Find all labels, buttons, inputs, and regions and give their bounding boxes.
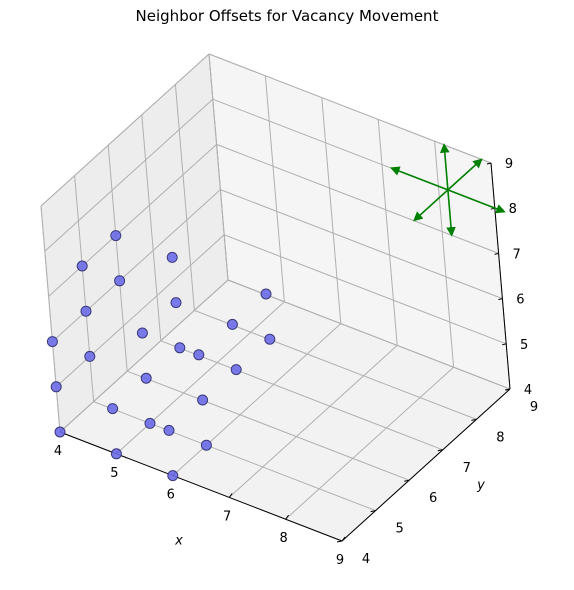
left-grid-y bbox=[208, 53, 229, 281]
y-tick bbox=[471, 418, 477, 421]
y-axis-line bbox=[341, 388, 511, 542]
x-tick-label: 5 bbox=[110, 466, 118, 481]
data-point bbox=[80, 305, 92, 317]
data-point bbox=[136, 327, 148, 339]
data-point bbox=[107, 403, 119, 415]
left-grid-y bbox=[40, 205, 61, 433]
data-point bbox=[260, 288, 272, 300]
data-point bbox=[50, 381, 62, 393]
left-grid-y bbox=[107, 145, 128, 372]
z-tick-label: 7 bbox=[512, 247, 520, 262]
data-points bbox=[46, 230, 276, 482]
back-wall-pane bbox=[209, 54, 510, 389]
left-grid-z bbox=[48, 144, 217, 297]
floor-grid-x bbox=[172, 323, 342, 476]
z-tick-label: 4 bbox=[524, 383, 532, 398]
axes: 4 5 6 7 8 9 x 4 5 6 7 8 9 y 4 5 6 7 8 9 bbox=[54, 157, 538, 568]
offset-arrow bbox=[413, 189, 449, 222]
x-axis-label: x bbox=[174, 534, 183, 549]
floor-grid-y bbox=[160, 340, 443, 451]
left-grid-z bbox=[40, 53, 210, 207]
data-point bbox=[226, 318, 238, 330]
data-point bbox=[193, 349, 205, 361]
data-point bbox=[46, 336, 58, 348]
data-point bbox=[84, 350, 96, 362]
z-tick bbox=[494, 252, 499, 255]
back-grid-z bbox=[224, 234, 507, 345]
y-tick bbox=[336, 540, 343, 543]
z-tick-label: 5 bbox=[520, 338, 528, 353]
data-point bbox=[174, 342, 186, 354]
back-grid-z bbox=[220, 189, 503, 300]
data-point bbox=[163, 424, 175, 436]
z-tick-label: 6 bbox=[516, 293, 524, 308]
floor-grid-y bbox=[127, 370, 410, 481]
offset-arrow bbox=[446, 189, 456, 237]
x-axis-line bbox=[59, 431, 343, 542]
data-point bbox=[140, 372, 152, 384]
offset-arrow bbox=[390, 166, 449, 191]
data-point bbox=[230, 364, 242, 376]
y-tick-label: 5 bbox=[395, 522, 403, 537]
x-tick-label: 8 bbox=[279, 531, 287, 546]
floor-grid-x bbox=[228, 345, 398, 498]
data-point bbox=[166, 251, 178, 263]
offset-arrows bbox=[390, 143, 506, 237]
data-point bbox=[170, 297, 182, 309]
z-tick-label: 9 bbox=[505, 157, 513, 172]
back-grid-z bbox=[227, 279, 511, 390]
data-point bbox=[114, 275, 126, 287]
x-tick-label: 7 bbox=[223, 509, 231, 524]
data-point bbox=[167, 470, 179, 482]
data-point bbox=[110, 230, 122, 242]
y-tick-label: 8 bbox=[496, 430, 504, 445]
x-tick-label: 4 bbox=[54, 444, 62, 459]
back-grid-x bbox=[434, 141, 455, 368]
y-tick bbox=[370, 510, 376, 513]
y-axis-label: y bbox=[476, 478, 485, 493]
offset-arrow bbox=[447, 189, 506, 214]
back-grid-x bbox=[321, 97, 342, 324]
x-tick-label: 9 bbox=[336, 553, 344, 568]
floor-grid-y bbox=[93, 401, 376, 512]
y-tick-label: 9 bbox=[530, 400, 538, 415]
left-grid-y bbox=[74, 175, 95, 402]
floor-grid-y bbox=[194, 309, 477, 420]
x-tick-label: 6 bbox=[167, 488, 175, 503]
y-tick-label: 6 bbox=[429, 491, 437, 506]
z-axis-line bbox=[490, 162, 511, 390]
data-point bbox=[54, 426, 66, 438]
data-point bbox=[110, 448, 122, 460]
y-tick-label: 7 bbox=[463, 461, 471, 476]
left-grid-z bbox=[55, 234, 225, 388]
back-grid-x bbox=[377, 119, 398, 346]
offset-arrow bbox=[447, 158, 483, 191]
z-tick bbox=[505, 388, 511, 391]
z-tick bbox=[498, 298, 503, 301]
y-tick bbox=[404, 479, 410, 482]
y-tick bbox=[437, 449, 443, 452]
chart-title: Neighbor Offsets for Vacancy Movement bbox=[135, 7, 439, 25]
left-grid-y bbox=[141, 114, 162, 341]
offset-arrow bbox=[439, 143, 450, 190]
data-point bbox=[144, 417, 156, 429]
data-point bbox=[76, 260, 88, 272]
y-tick-label: 4 bbox=[362, 552, 370, 567]
left-grid-z bbox=[52, 189, 221, 342]
data-point bbox=[197, 394, 209, 406]
z-tick-label: 8 bbox=[509, 202, 517, 217]
left-grid-z bbox=[59, 279, 229, 433]
z-tick bbox=[486, 162, 492, 165]
back-grid-x bbox=[264, 75, 285, 302]
x-tick bbox=[285, 514, 290, 520]
floor-grid-x bbox=[285, 366, 454, 520]
data-point bbox=[264, 333, 276, 345]
left-grid-z bbox=[44, 98, 214, 252]
x-tick bbox=[228, 493, 233, 498]
z-tick bbox=[502, 343, 507, 346]
left-grid-y bbox=[174, 84, 195, 311]
data-point bbox=[200, 439, 212, 451]
floor-grid-x bbox=[116, 301, 285, 455]
